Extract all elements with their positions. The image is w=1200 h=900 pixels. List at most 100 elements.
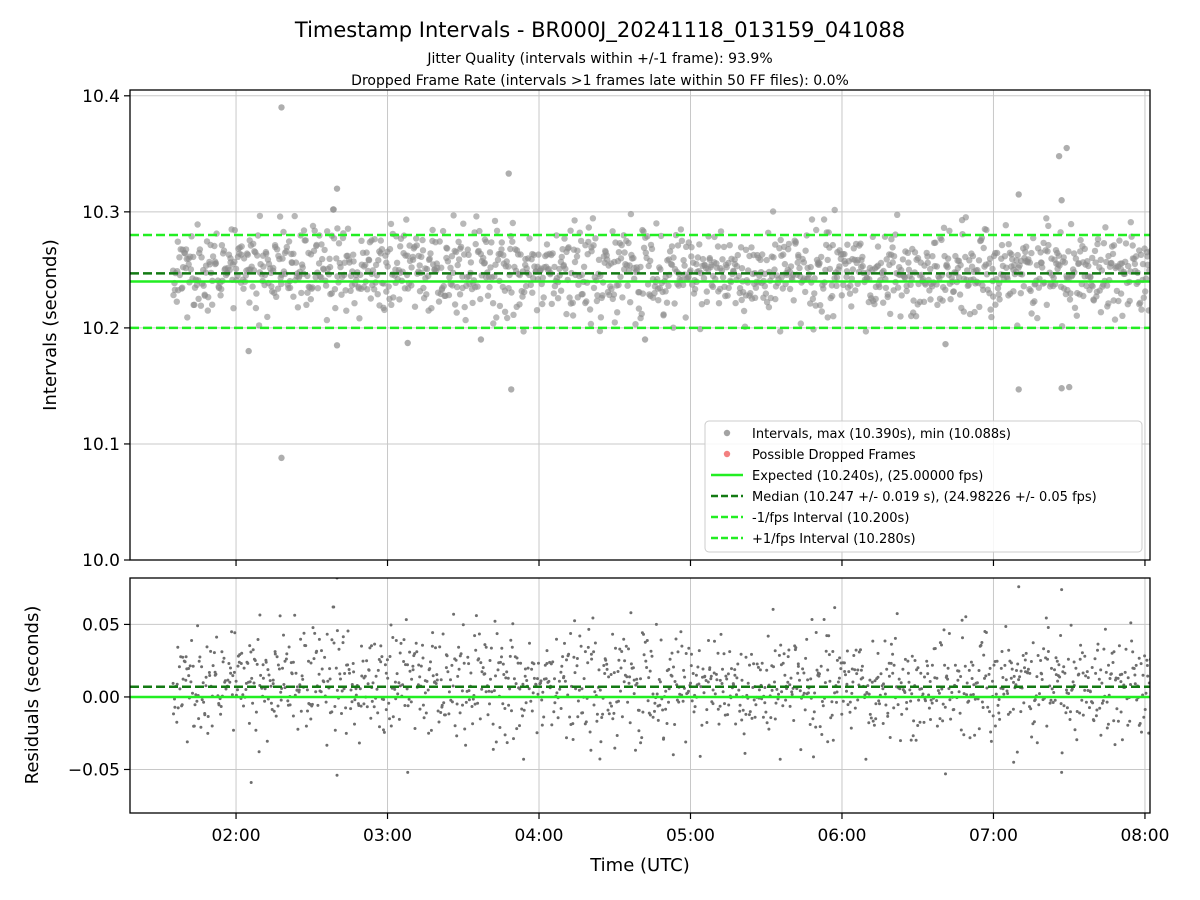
residual-point [831,650,835,653]
interval-point [520,328,527,335]
residual-point [822,618,826,621]
residual-point [1009,661,1013,665]
residual-point [330,710,334,714]
residual-point [733,673,737,677]
interval-point [393,259,401,266]
residual-point [848,700,852,704]
residual-point [985,686,989,690]
interval-point [635,305,643,312]
interval-point [824,314,831,321]
residual-point [790,690,794,694]
residual-point [222,656,226,660]
residual-point [471,697,475,701]
residual-point [918,720,922,724]
interval-point [206,261,213,268]
interval-point [409,256,417,263]
residual-point [1050,687,1054,691]
interval-outlier-point [278,104,285,111]
residual-point [662,736,666,740]
residual-point [892,706,896,710]
interval-point [781,260,789,268]
interval-point [960,308,967,315]
interval-point [487,264,494,271]
x-tick-label: 02:00 [212,826,261,846]
interval-point [343,307,350,314]
residual-point [738,703,742,707]
residual-point [664,689,668,693]
residual-point [312,657,316,661]
interval-point [260,263,267,270]
interval-point [980,244,987,252]
residual-point [705,708,709,712]
residual-point [194,693,198,697]
interval-point [663,299,671,306]
residual-point [920,687,924,691]
interval-point [290,250,297,257]
residual-point [176,645,180,649]
residual-point [505,741,509,745]
interval-point [696,241,703,248]
residual-point [1131,650,1135,654]
residual-point [732,683,735,687]
interval-point [826,265,834,273]
residual-point [680,644,684,648]
interval-point [356,315,363,322]
interval-point [877,259,885,267]
residual-point [1015,750,1019,754]
residual-point [970,677,974,680]
interval-point [740,307,748,315]
interval-point [450,212,457,219]
interval-point [280,228,287,236]
residual-point [771,607,775,611]
interval-point [680,257,687,264]
interval-point [419,247,427,254]
interval-point [699,255,707,263]
residual-point [326,679,330,683]
interval-point [585,238,592,246]
interval-point [1028,249,1035,257]
interval-point [610,291,618,298]
residual-point [1058,675,1062,679]
interval-point [283,243,290,251]
residual-point [708,666,712,670]
interval-point [655,297,662,304]
residual-point [477,657,481,661]
residual-point [693,705,697,709]
residual-point [365,659,369,663]
residual-point [353,698,357,702]
interval-point [759,251,766,258]
residual-point [210,724,214,728]
residual-point [670,674,674,678]
interval-point [1097,309,1105,316]
residual-point [391,636,395,639]
interval-point [1117,290,1125,297]
interval-point [678,237,686,244]
residual-point [590,657,594,661]
residual-point [421,656,425,660]
residual-point [642,653,646,657]
residual-point [926,672,930,676]
interval-point [190,253,197,261]
residual-points [171,578,1150,785]
interval-point [617,255,625,262]
residual-point [183,660,187,664]
interval-point [318,241,325,248]
residual-point [491,747,495,751]
interval-point [342,287,349,294]
residual-point [330,638,334,642]
residual-point [773,649,777,653]
interval-point [579,290,586,298]
residual-point [589,652,593,656]
residual-point [534,683,538,687]
interval-point [1045,222,1052,230]
residual-point [627,647,630,651]
residual-point [783,673,787,677]
interval-point [263,250,270,257]
residual-point [694,673,698,677]
residual-point [784,698,788,702]
interval-point [671,300,678,307]
interval-point [491,273,498,280]
residual-point [369,716,373,720]
residual-point [270,708,274,711]
interval-point [603,256,611,263]
